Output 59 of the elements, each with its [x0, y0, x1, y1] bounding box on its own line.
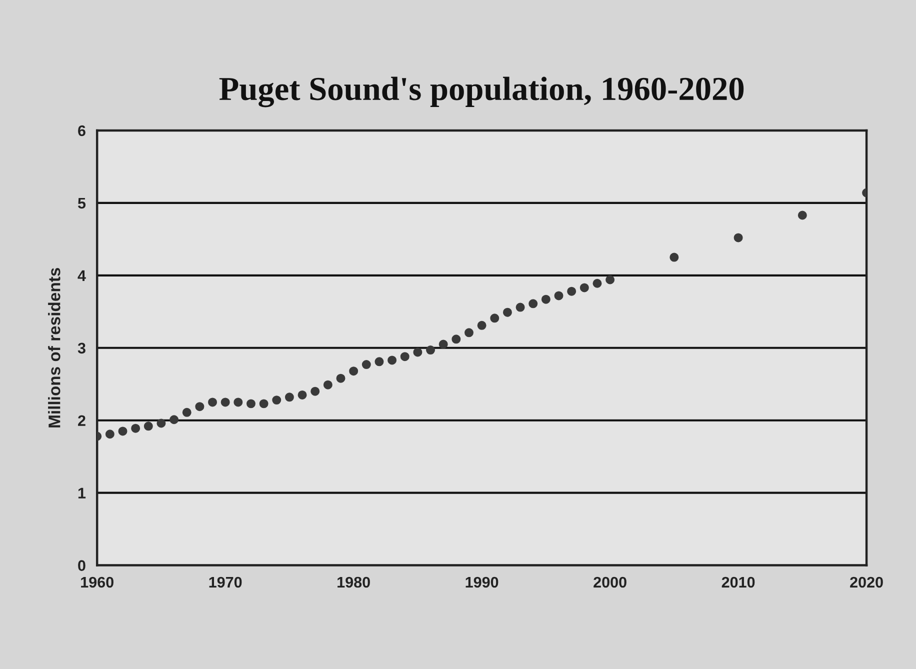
- point: [554, 291, 564, 300]
- point: [234, 398, 243, 407]
- point: [490, 314, 500, 323]
- point: [438, 340, 448, 349]
- x-tick-label: 2000: [594, 576, 626, 588]
- point: [388, 356, 397, 365]
- chart-title: Puget Sound's population, 1960-2020: [219, 76, 744, 108]
- point: [798, 210, 807, 220]
- y-tick-label: 1: [78, 488, 86, 498]
- point: [362, 360, 371, 370]
- point: [246, 399, 256, 408]
- x-tick-label: 2020: [850, 576, 883, 588]
- x-tick-label: 2010: [722, 576, 755, 588]
- point: [272, 396, 282, 405]
- point: [195, 402, 204, 412]
- point: [592, 278, 602, 288]
- y-tick-label: 6: [78, 125, 86, 136]
- point: [502, 308, 512, 317]
- point: [426, 346, 436, 355]
- x-tick-label: 1970: [209, 576, 242, 588]
- point: [323, 380, 332, 390]
- point: [452, 334, 461, 344]
- point: [118, 426, 128, 436]
- point: [541, 294, 550, 304]
- point: [734, 233, 743, 242]
- point: [580, 283, 589, 292]
- x-tick-label: 1990: [466, 576, 498, 588]
- point: [349, 366, 358, 376]
- point: [413, 348, 422, 357]
- point: [298, 390, 307, 400]
- point: [516, 302, 525, 312]
- point: [567, 286, 576, 296]
- y-tick-label: 0: [78, 560, 86, 571]
- point: [220, 398, 230, 407]
- y-tick-label: 4: [78, 270, 86, 281]
- point: [528, 299, 538, 308]
- point: [170, 415, 179, 424]
- point: [606, 275, 615, 284]
- y-tick-label: 3: [78, 342, 86, 354]
- point: [144, 422, 153, 431]
- point: [477, 320, 486, 330]
- point: [208, 398, 218, 407]
- point: [336, 374, 346, 383]
- point: [156, 418, 166, 428]
- point: [182, 408, 192, 417]
- point: [464, 328, 474, 338]
- point: [259, 399, 268, 408]
- point: [310, 386, 320, 396]
- x-tick-label: 1960: [81, 576, 114, 588]
- y-tick-label: 5: [78, 198, 86, 209]
- point: [670, 252, 679, 262]
- point: [284, 392, 294, 402]
- point: [374, 357, 384, 366]
- point: [131, 424, 140, 433]
- x-tick-label: 1980: [338, 576, 370, 588]
- y-axis-title: Millions of residents: [48, 268, 60, 428]
- point: [105, 430, 114, 439]
- y-tick-label: 2: [78, 415, 86, 426]
- point: [400, 352, 410, 362]
